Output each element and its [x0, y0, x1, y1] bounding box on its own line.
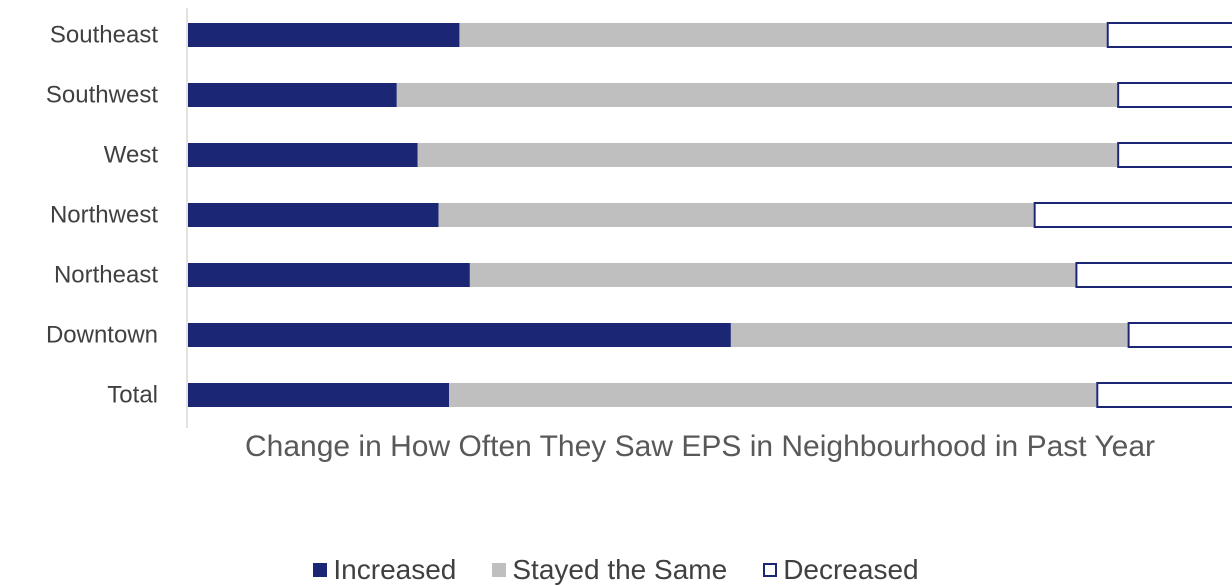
bar-stayed-the-same-northwest — [438, 203, 1034, 227]
bar-stayed-the-same-southwest — [396, 83, 1118, 107]
bar-stayed-the-same-southeast — [459, 23, 1107, 47]
bar-stayed-the-same-total — [449, 383, 1097, 407]
bar-increased-southwest — [188, 83, 397, 107]
legend-swatch-stayed-the-same — [492, 563, 507, 577]
legend-swatch-decreased — [763, 563, 778, 577]
bar-decreased-west — [1117, 142, 1232, 168]
legend-label-stayed-the-same: Stayed the Same — [512, 554, 728, 585]
bar-decreased-downtown — [1127, 322, 1232, 348]
bar-increased-northwest — [188, 203, 439, 227]
chart: Southeast Southwest West Northwest Northeast… — [46, 8, 1232, 428]
category-label-northeast: Northeast — [54, 262, 158, 289]
category-label-downtown: Downtown — [46, 322, 158, 349]
bar-increased-west — [188, 143, 418, 167]
category-label-west: West — [104, 142, 159, 169]
bar-increased-northeast — [188, 263, 470, 287]
bar-decreased-southeast — [1106, 22, 1232, 48]
x-axis-title: Change in How Often They Saw EPS in Neig… — [244, 430, 1156, 463]
legend-swatch-increased — [313, 563, 328, 577]
bar-decreased-southwest — [1117, 82, 1232, 108]
category-labels-group: Southeast Southwest West Northwest Northeast… — [46, 22, 158, 409]
category-label-southeast: Southeast — [50, 22, 158, 49]
legend-item-increased: Increased — [313, 554, 456, 586]
legend: Increased Stayed the Same Decreased — [0, 554, 1232, 586]
legend-item-stayed-the-same: Stayed the Same — [492, 554, 727, 586]
category-label-total: Total — [107, 382, 158, 409]
bar-increased-total — [188, 383, 449, 407]
bar-increased-downtown — [188, 323, 731, 347]
bar-decreased-northeast — [1075, 262, 1232, 288]
legend-label-decreased: Decreased — [783, 554, 919, 585]
legend-item-decreased: Decreased — [763, 554, 919, 586]
bar-stayed-the-same-downtown — [730, 323, 1128, 347]
bar-stayed-the-same-west — [417, 143, 1118, 167]
bar-increased-southeast — [188, 23, 460, 47]
category-label-northwest: Northwest — [50, 202, 158, 229]
category-label-southwest: Southwest — [46, 82, 158, 109]
legend-label-increased: Increased — [333, 554, 457, 585]
bars-group — [188, 22, 1232, 408]
bar-decreased-total — [1096, 382, 1232, 408]
bar-decreased-northwest — [1033, 202, 1232, 228]
bar-stayed-the-same-northeast — [469, 263, 1076, 287]
